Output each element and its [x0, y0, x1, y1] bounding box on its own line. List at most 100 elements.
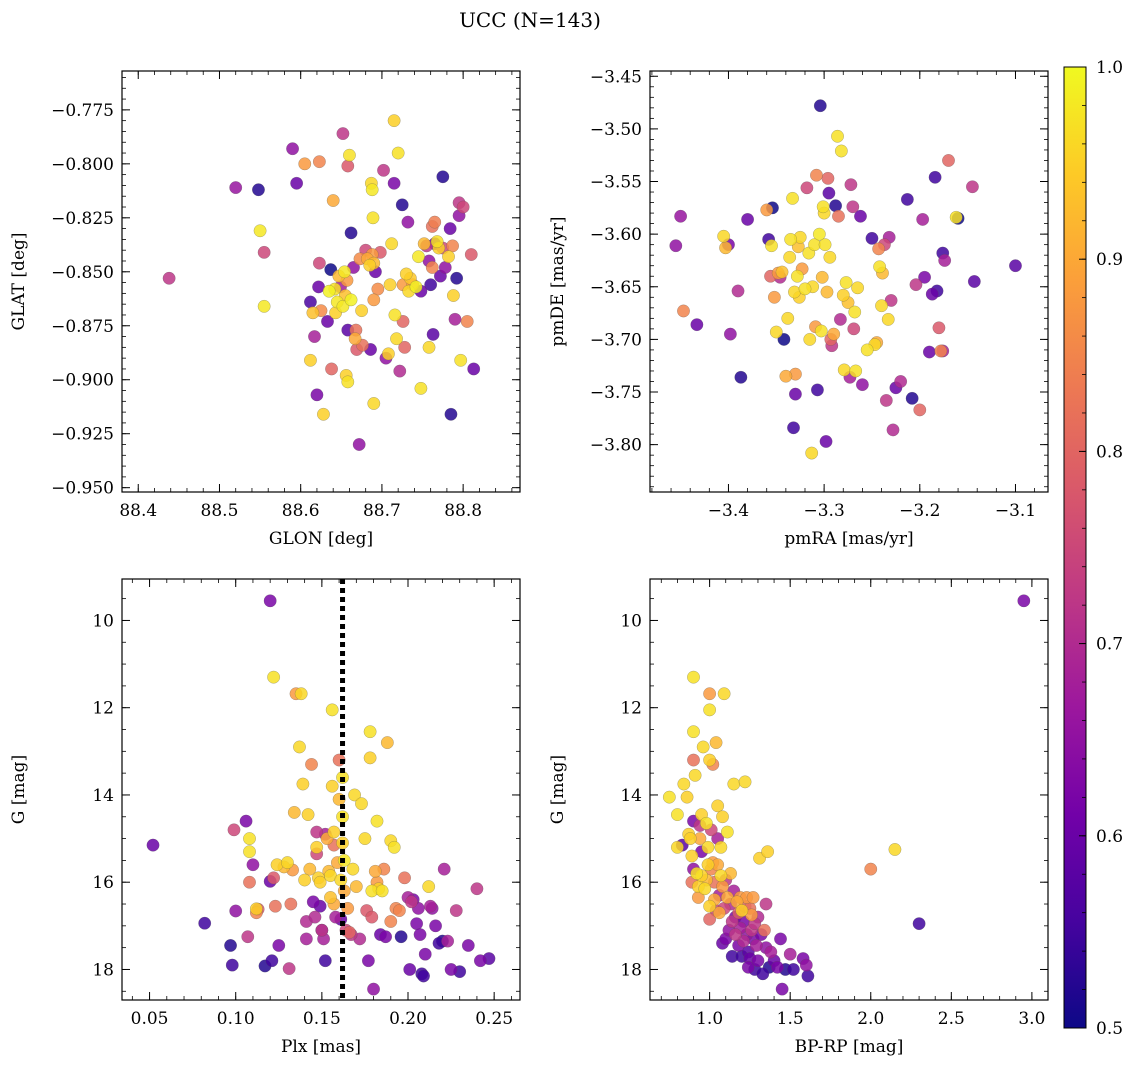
data-point: [395, 198, 409, 212]
data-point: [341, 159, 355, 173]
data-point: [394, 930, 408, 944]
x-axis-label: BP-RP [mag]: [795, 1037, 904, 1057]
data-point: [249, 902, 263, 916]
data-point: [894, 375, 908, 388]
data-point: [303, 862, 317, 876]
data-point: [922, 345, 936, 359]
data-point: [746, 891, 760, 904]
data-point: [358, 832, 372, 845]
data-point: [918, 270, 931, 284]
data-point: [461, 939, 475, 952]
y-tick-label: −0.825: [51, 209, 114, 229]
data-point: [348, 788, 361, 802]
data-point: [741, 960, 755, 974]
data-point: [848, 305, 862, 319]
data-point: [368, 864, 382, 878]
data-point: [703, 687, 717, 701]
data-point: [409, 280, 423, 294]
data-point: [304, 353, 317, 367]
data-point: [473, 954, 487, 968]
data-point: [775, 982, 789, 996]
data-point: [784, 232, 798, 246]
x-tick-label: 88.7: [363, 501, 401, 521]
data-point: [355, 304, 369, 318]
data-point: [304, 295, 317, 309]
data-point: [873, 260, 887, 274]
data-point: [425, 261, 439, 274]
y-tick-label: 14: [92, 786, 114, 806]
data-point: [696, 740, 710, 754]
y-tick-label: 10: [92, 611, 114, 631]
data-point: [442, 250, 455, 264]
data-point: [417, 969, 430, 983]
data-point: [725, 915, 739, 928]
data-point: [325, 362, 338, 376]
data-point: [422, 880, 436, 893]
data-point: [410, 917, 424, 931]
data-point: [241, 930, 255, 944]
data-point: [379, 930, 393, 944]
data-point: [385, 237, 399, 251]
scatter-points: [662, 594, 1031, 996]
y-tick-label: 18: [620, 960, 642, 980]
data-point: [398, 340, 412, 354]
colorbar: 0.5 0.6 0.7 0.8 0.9 1.0: [1063, 58, 1123, 1039]
data-point: [243, 875, 256, 889]
data-point: [932, 321, 946, 335]
data-point: [787, 421, 800, 435]
data-point: [683, 832, 697, 845]
data-point: [229, 904, 243, 918]
y-tick-label: 12: [92, 699, 114, 719]
data-point: [821, 171, 835, 185]
data-point: [864, 862, 878, 876]
data-point: [764, 945, 778, 959]
y-tick-label: −0.875: [51, 317, 114, 337]
y-tick-label: −0.850: [51, 263, 114, 283]
data-point: [346, 862, 360, 876]
data-point: [243, 845, 256, 859]
data-point: [731, 284, 745, 298]
data-point: [790, 269, 804, 283]
data-point: [818, 238, 832, 252]
data-point: [928, 170, 942, 184]
data-point: [860, 343, 874, 357]
data-point: [327, 825, 341, 839]
data-point: [912, 917, 926, 931]
data-point: [865, 231, 879, 245]
data-point: [816, 200, 830, 214]
data-point: [146, 838, 160, 852]
data-point: [229, 181, 243, 194]
data-point: [343, 925, 356, 939]
data-point: [365, 183, 379, 197]
data-point: [761, 845, 775, 859]
data-point: [293, 740, 306, 754]
data-point: [756, 967, 770, 981]
data-point: [436, 170, 450, 184]
data-point: [363, 725, 377, 739]
data-point: [315, 923, 329, 937]
data-point: [344, 226, 358, 240]
data-point: [815, 270, 829, 284]
data-point: [913, 403, 927, 417]
data-point: [801, 969, 815, 983]
data-point: [310, 825, 324, 839]
data-point: [687, 725, 700, 739]
colorbar-tick-label: 0.7: [1096, 635, 1123, 655]
data-point: [703, 899, 717, 913]
data-point: [854, 209, 867, 223]
data-point: [363, 258, 377, 272]
data-point: [310, 388, 324, 402]
y-axis-label: GLAT [deg]: [9, 232, 29, 330]
x-tick-label: 1.5: [777, 1009, 804, 1029]
data-point: [811, 383, 824, 397]
data-point: [1009, 259, 1022, 273]
x-tick-label: 88.6: [282, 501, 320, 521]
data-point: [888, 843, 902, 856]
data-point: [428, 215, 442, 229]
data-point: [329, 910, 343, 924]
y-axis-label: pmDE [mas/yr]: [548, 216, 568, 346]
data-point: [677, 304, 690, 318]
data-point: [284, 897, 298, 911]
data-point: [299, 932, 313, 946]
